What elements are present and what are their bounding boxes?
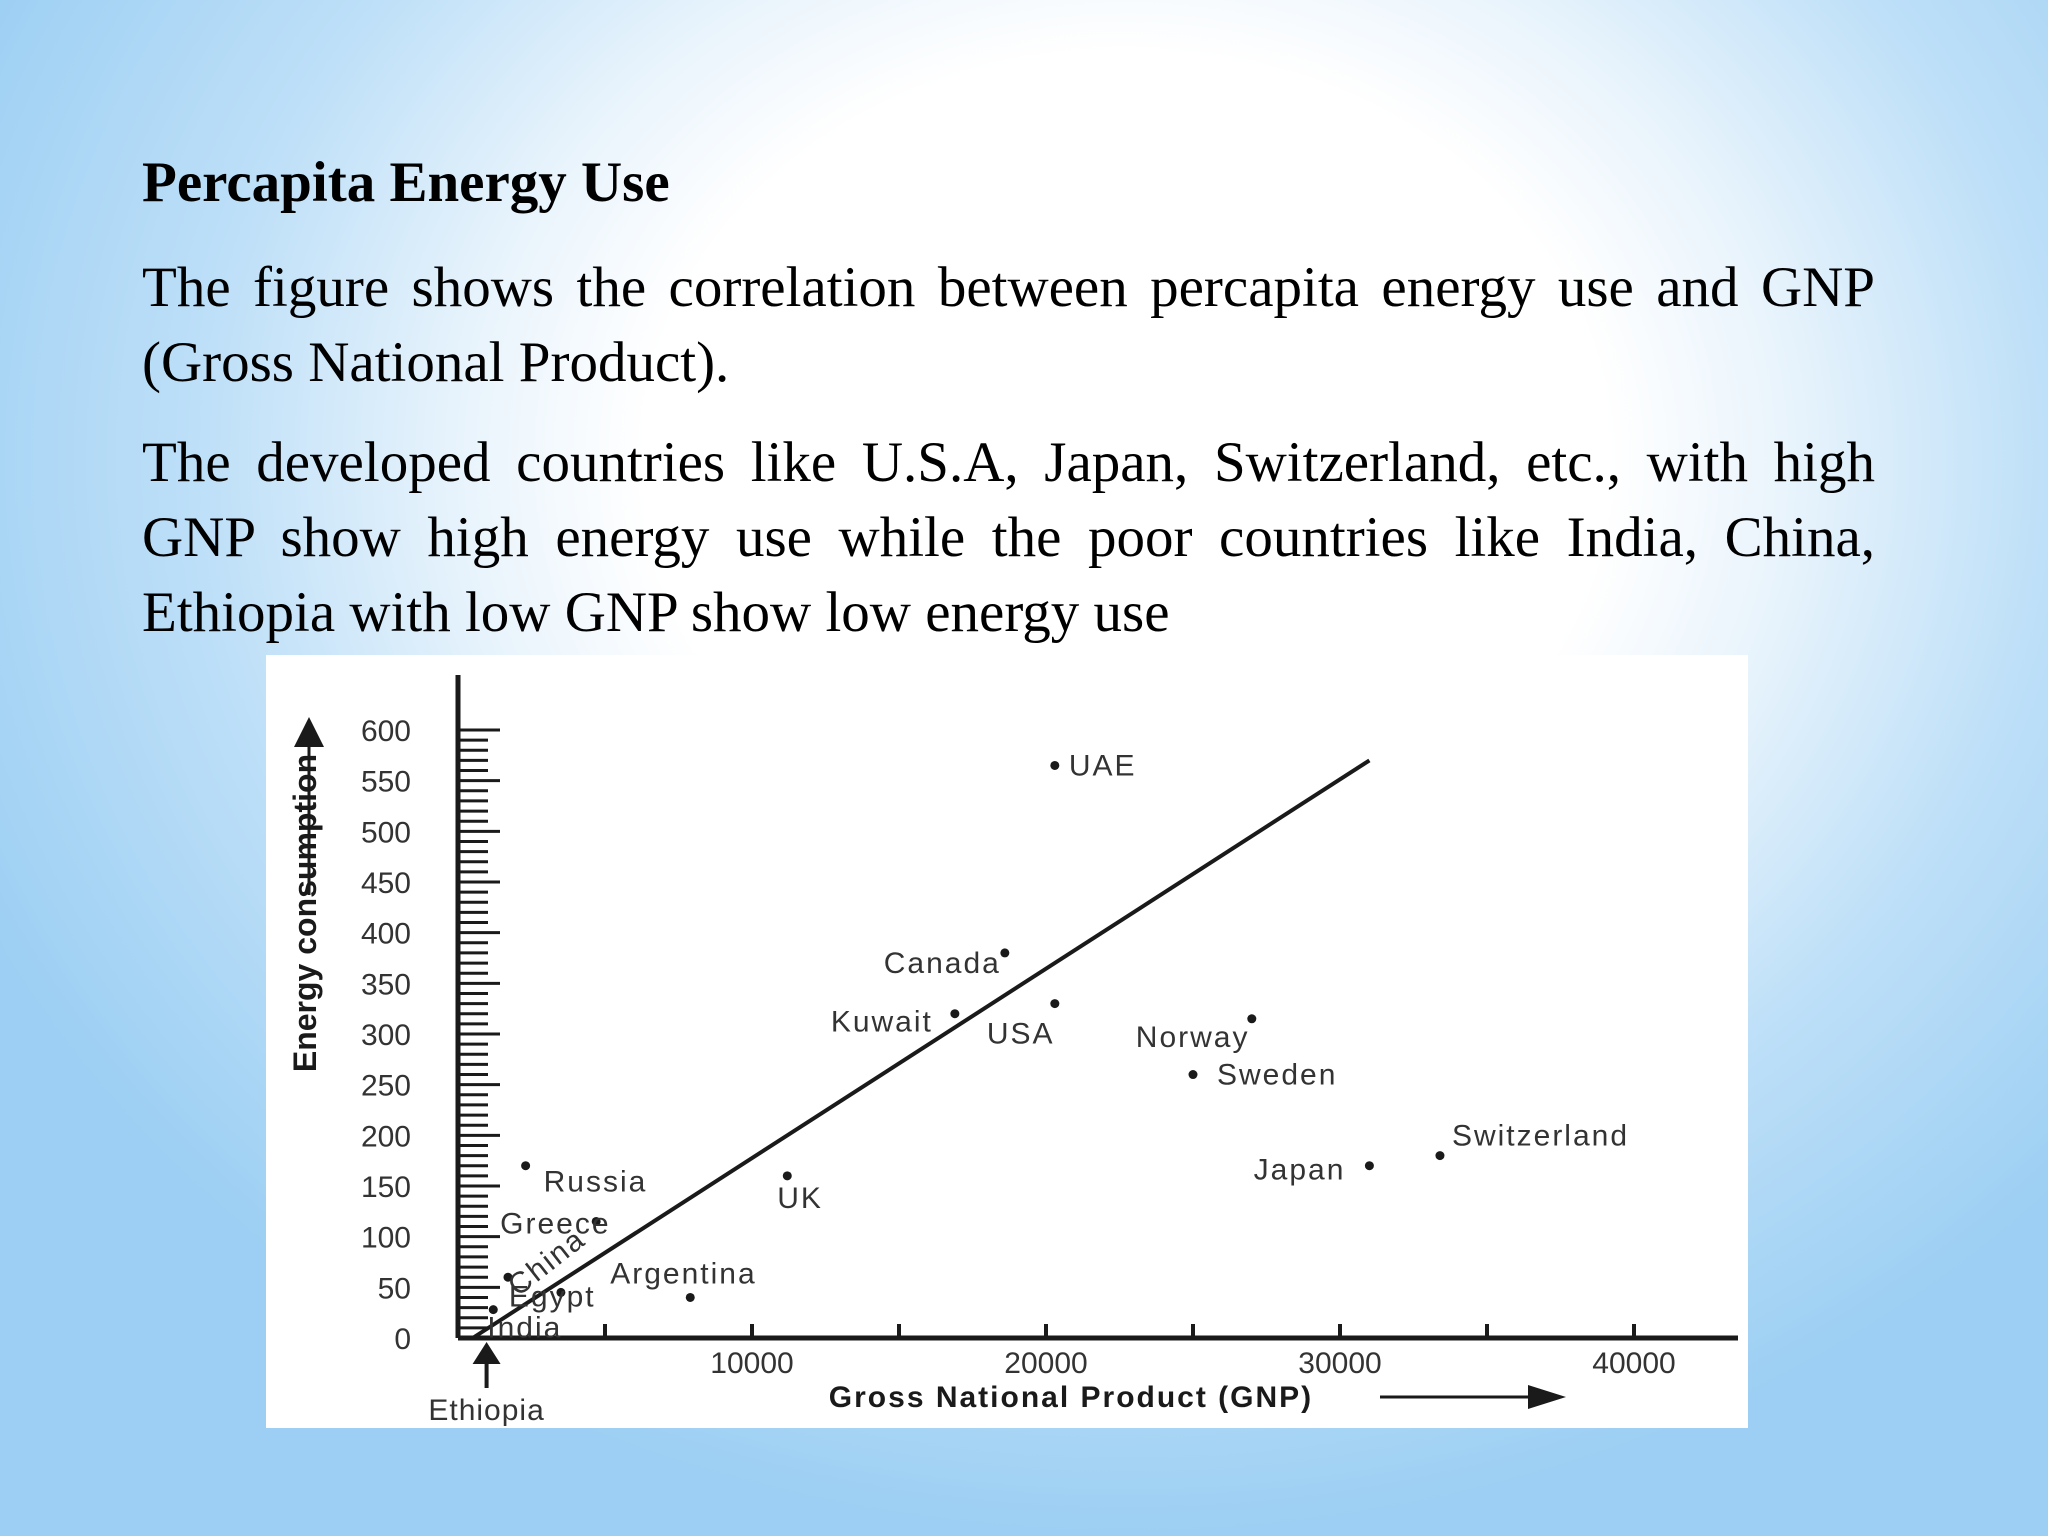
y-tick-label: 200 (361, 1120, 411, 1153)
point-label-argentina: Argentina (610, 1257, 756, 1290)
y-tick-label: 400 (361, 918, 411, 951)
y-tick-label: 100 (361, 1222, 411, 1255)
data-points: UAE Canada USA Kuwait Norway Sweden Switzerlan… (428, 749, 1629, 1427)
point-label-switzerland: Switzerland (1452, 1120, 1629, 1153)
point-china (503, 1272, 513, 1282)
point-label-greece: Greece (500, 1207, 610, 1240)
point-label-usa: USA (987, 1018, 1055, 1051)
y-tick-label: 550 (361, 766, 411, 799)
point-kuwait (950, 1009, 960, 1019)
x-tick-label: 10000 (710, 1347, 793, 1380)
point-argentina (685, 1292, 695, 1302)
point-egypt (556, 1287, 566, 1297)
point-india (488, 1305, 498, 1315)
trendline-group (471, 758, 1371, 1340)
point-label-sweden: Sweden (1217, 1059, 1337, 1092)
point-norway (1247, 1014, 1257, 1024)
point-label-russia: Russia (544, 1166, 648, 1199)
y-tick-label: 350 (361, 968, 411, 1001)
point-canada (1000, 948, 1010, 958)
y-tick-label: 150 (361, 1171, 411, 1204)
point-label-india: India (487, 1312, 562, 1345)
point-japan (1364, 1161, 1374, 1171)
point-label-uk: UK (777, 1182, 823, 1215)
y-tick-label: 600 (361, 715, 411, 748)
y-axis-title: Energy consumption (287, 754, 323, 1072)
point-label-egypt: Egypt (509, 1280, 596, 1313)
x-tick-label: 40000 (1592, 1347, 1675, 1380)
y-tick-label: 50 (378, 1272, 411, 1305)
point-label-canada: Canada (884, 947, 1001, 980)
point-uk (782, 1171, 792, 1181)
x-tick-label: 30000 (1298, 1347, 1381, 1380)
point-label-uae: UAE (1069, 749, 1137, 782)
point-usa (1050, 999, 1060, 1009)
chart-panel: 600 550 500 450 400 350 300 250 200 150 100 50 0 100… (266, 655, 1748, 1428)
x-tick-label: 20000 (1004, 1347, 1087, 1380)
y-tick-label: 500 (361, 816, 411, 849)
y-tick-label: 0 (394, 1323, 411, 1356)
point-label-ethiopia: Ethiopia (428, 1394, 544, 1427)
ethiopia-arrowhead-icon (472, 1342, 501, 1364)
paragraph-correlation: The figure shows the correlation between… (142, 256, 1875, 394)
x-axis-title: Gross National Product (GNP) (829, 1381, 1313, 1414)
trendline (471, 758, 1371, 1340)
point-label-japan: Japan (1254, 1154, 1346, 1187)
point-russia (521, 1161, 531, 1171)
point-uae (1050, 760, 1060, 770)
point-label-kuwait: Kuwait (831, 1006, 933, 1039)
axis-labels: Energy consumption Gross National Product… (287, 717, 1566, 1414)
y-tick-label: 300 (361, 1019, 411, 1052)
x-axis-arrowhead-icon (1528, 1385, 1566, 1409)
point-sweden (1188, 1070, 1198, 1080)
point-switzerland (1435, 1151, 1445, 1161)
y-tick-label: 250 (361, 1070, 411, 1103)
y-axis-arrowhead-icon (294, 717, 324, 747)
x-ticks: 10000 20000 30000 40000 (603, 1324, 1676, 1380)
point-label-norway: Norway (1136, 1021, 1250, 1054)
y-tick-label: 450 (361, 867, 411, 900)
slide-title: Percapita Energy Use (142, 151, 670, 214)
paragraph-developed-vs-poor: The developed countries like U.S.A, Japa… (142, 431, 1875, 644)
point-greece (591, 1216, 601, 1226)
